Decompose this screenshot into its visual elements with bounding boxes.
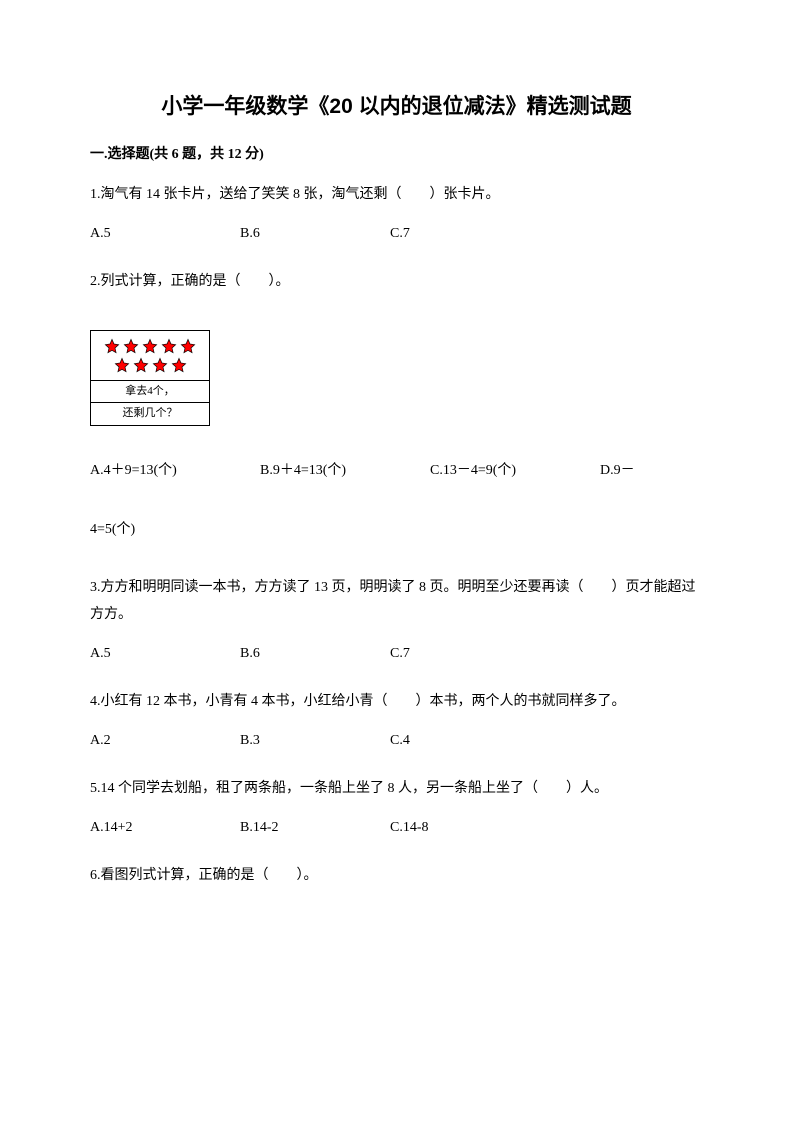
question-2: 2.列式计算，正确的是（ ）。 [90,269,703,296]
q5-opt-a: A.14+2 [90,817,240,839]
q1-opt-a: A.5 [90,223,240,245]
q4-opt-c: C.4 [390,730,540,752]
question-3-options: A.5 B.6 C.7 [90,643,703,665]
question-6: 6.看图列式计算，正确的是（ ）。 [90,863,703,890]
q3-opt-a: A.5 [90,643,240,665]
q3-opt-b: B.6 [240,643,390,665]
q2-caption-1: 拿去4个， [90,381,210,404]
star-grid [90,330,210,381]
q1-opt-b: B.6 [240,223,390,245]
star-icon [141,337,159,355]
star-row-1 [103,337,197,355]
question-2-options: A.4＋9=13(个) B.9＋4=13(个) C.13－4=9(个) D.9－… [90,456,703,546]
star-icon [151,356,169,374]
star-icon [179,337,197,355]
star-icon [103,337,121,355]
q5-opt-c: C.14-8 [390,817,540,839]
q4-opt-a: A.2 [90,730,240,752]
star-icon [113,356,131,374]
q5-opt-b: B.14-2 [240,817,390,839]
q3-opt-c: C.7 [390,643,540,665]
question-1: 1.淘气有 14 张卡片，送给了笑笑 8 张，淘气还剩（ ）张卡片。 [90,182,703,209]
q2-opt-b: B.9＋4=13(个) [260,456,430,487]
q2-opt-d: D.9－ [600,456,700,487]
star-icon [132,356,150,374]
question-4-options: A.2 B.3 C.4 [90,730,703,752]
q2-caption-2: 还剩几个？ [90,403,210,426]
star-icon [122,337,140,355]
q2-figure: 拿去4个， 还剩几个？ [90,330,210,426]
q2-opt-c: C.13－4=9(个) [430,456,600,487]
page-title: 小学一年级数学《20 以内的退位减法》精选测试题 [90,90,703,124]
star-icon [160,337,178,355]
q2-opt-d-line2: 4=5(个) [90,515,703,546]
question-5-options: A.14+2 B.14-2 C.14-8 [90,817,703,839]
q1-opt-c: C.7 [390,223,540,245]
star-row-2 [113,356,188,374]
question-1-options: A.5 B.6 C.7 [90,223,703,245]
question-4: 4.小红有 12 本书，小青有 4 本书，小红给小青（ ）本书，两个人的书就同样… [90,689,703,716]
section-header-1: 一.选择题(共 6 题，共 12 分) [90,144,703,166]
question-3: 3.方方和明明同读一本书，方方读了 13 页，明明读了 8 页。明明至少还要再读… [90,575,703,628]
q2-opt-a: A.4＋9=13(个) [90,456,260,487]
q4-opt-b: B.3 [240,730,390,752]
question-5: 5.14 个同学去划船，租了两条船，一条船上坐了 8 人，另一条船上坐了（ ）人… [90,776,703,803]
star-icon [170,356,188,374]
